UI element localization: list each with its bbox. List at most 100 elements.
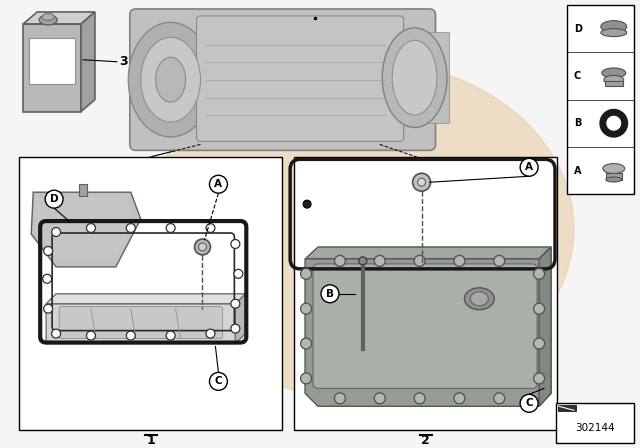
- Circle shape: [195, 239, 211, 255]
- Text: D: D: [50, 194, 58, 204]
- Circle shape: [52, 228, 61, 237]
- Text: A: A: [574, 165, 581, 176]
- Circle shape: [126, 331, 135, 340]
- Ellipse shape: [128, 22, 213, 137]
- Bar: [19, 157, 282, 430]
- Bar: [294, 157, 557, 430]
- Circle shape: [494, 255, 505, 267]
- Ellipse shape: [470, 292, 488, 306]
- Text: B: B: [326, 289, 334, 299]
- Circle shape: [454, 255, 465, 267]
- Polygon shape: [305, 247, 551, 406]
- Ellipse shape: [604, 75, 624, 84]
- Polygon shape: [81, 12, 95, 112]
- Circle shape: [43, 274, 52, 283]
- Circle shape: [414, 255, 425, 267]
- Circle shape: [335, 255, 346, 267]
- Circle shape: [209, 175, 227, 193]
- Circle shape: [335, 393, 346, 404]
- Circle shape: [301, 303, 312, 314]
- Circle shape: [321, 285, 339, 303]
- Circle shape: [608, 117, 620, 129]
- Circle shape: [303, 200, 311, 208]
- Ellipse shape: [601, 29, 627, 37]
- Bar: [29, 38, 75, 84]
- Circle shape: [86, 224, 95, 233]
- Ellipse shape: [603, 164, 625, 173]
- Circle shape: [166, 224, 175, 233]
- Polygon shape: [46, 294, 245, 344]
- Bar: [567, 5, 634, 194]
- Circle shape: [359, 257, 367, 265]
- Text: 1: 1: [147, 434, 155, 447]
- Ellipse shape: [54, 209, 243, 398]
- Polygon shape: [539, 247, 551, 406]
- Bar: [556, 403, 634, 443]
- Ellipse shape: [156, 57, 186, 102]
- Polygon shape: [23, 12, 95, 24]
- FancyBboxPatch shape: [196, 16, 404, 142]
- Polygon shape: [305, 247, 551, 259]
- Text: 2: 2: [421, 434, 430, 447]
- Circle shape: [45, 190, 63, 208]
- Circle shape: [520, 158, 538, 176]
- Bar: [295, 158, 556, 429]
- Circle shape: [534, 338, 545, 349]
- Ellipse shape: [146, 60, 574, 398]
- Circle shape: [126, 224, 135, 233]
- FancyBboxPatch shape: [130, 9, 435, 151]
- Circle shape: [417, 178, 426, 186]
- FancyBboxPatch shape: [59, 307, 223, 339]
- Circle shape: [301, 373, 312, 384]
- Circle shape: [231, 324, 240, 333]
- Circle shape: [301, 338, 312, 349]
- Circle shape: [234, 269, 243, 278]
- Polygon shape: [31, 192, 141, 267]
- Ellipse shape: [392, 40, 437, 115]
- Circle shape: [520, 394, 538, 412]
- Ellipse shape: [382, 28, 447, 128]
- Circle shape: [206, 329, 215, 338]
- Polygon shape: [558, 405, 576, 411]
- Circle shape: [374, 255, 385, 267]
- Bar: [79, 184, 87, 196]
- Polygon shape: [46, 294, 245, 304]
- Bar: [23, 24, 81, 112]
- Ellipse shape: [602, 68, 626, 78]
- Polygon shape: [236, 294, 245, 344]
- Bar: [390, 32, 449, 124]
- Text: A: A: [525, 162, 533, 172]
- Text: 302144: 302144: [575, 423, 614, 433]
- Circle shape: [198, 243, 207, 251]
- Circle shape: [494, 393, 505, 404]
- Ellipse shape: [323, 209, 512, 398]
- Circle shape: [534, 303, 545, 314]
- Circle shape: [206, 224, 215, 233]
- Circle shape: [86, 331, 95, 340]
- Circle shape: [413, 173, 431, 191]
- Circle shape: [52, 329, 61, 338]
- Circle shape: [534, 373, 545, 384]
- Text: A: A: [214, 179, 223, 189]
- Circle shape: [44, 304, 52, 313]
- Circle shape: [414, 393, 425, 404]
- Circle shape: [454, 393, 465, 404]
- Text: B: B: [574, 118, 581, 128]
- FancyBboxPatch shape: [313, 264, 537, 388]
- Circle shape: [534, 268, 545, 279]
- Ellipse shape: [606, 177, 621, 182]
- Ellipse shape: [601, 21, 627, 33]
- Text: 3: 3: [119, 55, 127, 68]
- Text: C: C: [574, 71, 581, 81]
- Bar: [605, 81, 623, 86]
- Circle shape: [231, 240, 240, 249]
- Text: C: C: [214, 376, 222, 386]
- Circle shape: [166, 331, 175, 340]
- Circle shape: [231, 299, 240, 308]
- Text: D: D: [574, 24, 582, 34]
- Circle shape: [374, 393, 385, 404]
- Bar: [606, 172, 621, 181]
- Ellipse shape: [39, 15, 57, 25]
- Circle shape: [209, 372, 227, 390]
- Ellipse shape: [42, 13, 54, 21]
